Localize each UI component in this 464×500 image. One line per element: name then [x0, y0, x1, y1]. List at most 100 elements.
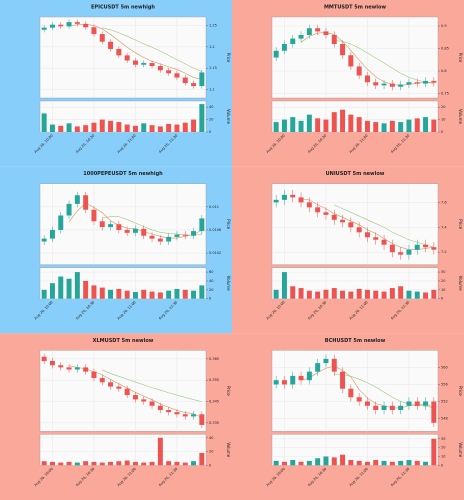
candle-body	[182, 414, 188, 417]
volume-bar	[174, 461, 180, 466]
volume-bar	[290, 460, 296, 466]
volume-bar	[182, 122, 188, 132]
volume-bar	[58, 276, 64, 299]
candle-body	[191, 231, 197, 236]
candle-body	[91, 209, 97, 222]
candle-body	[182, 234, 188, 236]
volume-bar	[132, 461, 138, 466]
volume-bar	[315, 118, 321, 132]
volume-pane	[271, 267, 439, 299]
candle-body	[99, 378, 105, 383]
volume-bar	[191, 290, 197, 299]
volume-tick-label: 0	[209, 130, 211, 134]
volume-bar	[281, 461, 287, 466]
volume-bar	[116, 122, 122, 132]
chart-panel: EPICUSDT 5m newhigh1.11.151.21.2502040Au…	[0, 0, 232, 167]
candle-body	[58, 365, 64, 368]
volume-tick-label: 0	[209, 297, 211, 301]
volume-bar	[356, 460, 362, 466]
candle-body	[373, 82, 379, 86]
candle-body	[406, 249, 412, 255]
candle-body	[66, 22, 72, 27]
volume-tick-label: 20	[209, 450, 213, 454]
candle-body	[124, 55, 130, 61]
candle-body	[323, 31, 329, 35]
volume-bar	[290, 117, 296, 132]
candle-body	[41, 27, 47, 30]
chart-title: UNIUSDT 5m newlow	[326, 171, 385, 177]
candle-body	[132, 395, 138, 400]
price-pane	[39, 350, 207, 432]
volume-bar	[166, 123, 172, 132]
candle-body	[58, 215, 64, 230]
moving-average	[102, 369, 202, 402]
candle-body	[348, 388, 354, 398]
candle-body	[116, 224, 122, 230]
candle-body	[141, 228, 147, 236]
volume-bar	[414, 291, 420, 299]
y-tick-label: 552	[441, 399, 448, 403]
volume-bar	[141, 462, 147, 466]
candle-body	[381, 239, 387, 245]
volume-tick-label: 0	[441, 297, 443, 301]
candle-body	[423, 244, 429, 248]
candle-body	[116, 386, 122, 389]
candle-body	[431, 247, 437, 250]
y-tick-label: 556	[441, 382, 448, 386]
volume-bar	[389, 120, 395, 132]
volume-axis-label: Volume	[226, 276, 231, 291]
volume-bar	[414, 118, 420, 132]
candle-body	[373, 237, 379, 240]
candle-body	[306, 371, 312, 381]
volume-bar	[315, 458, 321, 466]
volume-bar	[423, 292, 429, 299]
candle-body	[389, 244, 395, 253]
candle-body	[83, 23, 89, 28]
volume-bar	[124, 290, 130, 299]
candle-body	[83, 195, 89, 210]
candle-body	[174, 234, 180, 237]
volume-tick-label: 10	[441, 118, 445, 122]
price-axis-label: Price	[226, 386, 231, 396]
candle-body	[108, 224, 114, 228]
candle-body	[406, 401, 412, 406]
candle-body	[141, 63, 147, 65]
y-tick-label: 1.1	[209, 87, 215, 91]
chart-title: EPICUSDT 5m newhigh	[91, 5, 155, 11]
volume-bar	[373, 290, 379, 299]
volume-tick-label: 40	[209, 436, 213, 440]
candle-body	[149, 401, 155, 406]
candle-body	[132, 60, 138, 65]
y-tick-label: 1.25	[209, 24, 217, 28]
candle-body	[49, 360, 55, 366]
volume-pane	[271, 434, 439, 466]
candle-body	[331, 35, 337, 44]
candle-body	[273, 380, 279, 385]
candle-body	[124, 229, 130, 233]
volume-bar	[66, 123, 72, 132]
price-pane	[271, 350, 439, 432]
price-pane	[39, 16, 207, 99]
candle-body	[423, 401, 429, 406]
volume-bar	[174, 124, 180, 132]
candle-body	[108, 382, 114, 387]
chart-panel: BCHUSDT 5m newlow5485525565600102030Aug …	[232, 333, 464, 500]
volume-axis-label: Volume	[458, 442, 463, 457]
y-tick-label: 0.8	[441, 69, 447, 73]
price-pane	[271, 16, 439, 99]
candle-body	[306, 202, 312, 208]
volume-bar	[364, 289, 370, 299]
candle-body	[315, 363, 321, 372]
candle-body	[191, 83, 197, 87]
y-tick-label: 0.75	[441, 92, 449, 96]
candle-body	[298, 375, 304, 381]
volume-tick-label: 30	[441, 437, 445, 441]
candle-body	[182, 77, 188, 84]
volume-tick-label: 40	[209, 279, 213, 283]
volume-tick-label: 20	[209, 288, 213, 292]
y-tick-label: 0.365	[209, 357, 219, 361]
y-tick-label: 7.6	[441, 200, 447, 204]
volume-bar	[66, 278, 72, 299]
candle-body	[157, 405, 163, 411]
